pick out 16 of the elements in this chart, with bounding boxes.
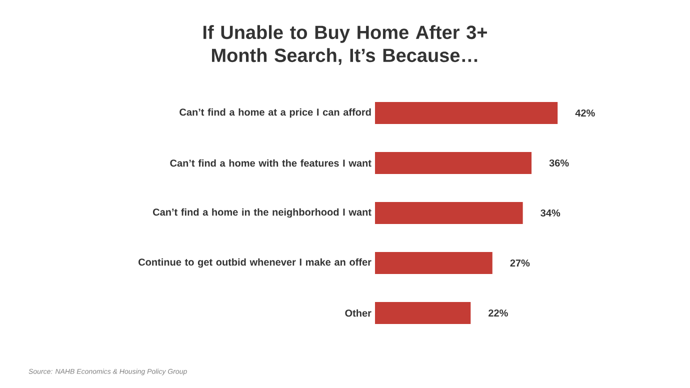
chart-title: If Unable to Buy Home After 3+ Month Search, It’s Because…: [203, 25, 487, 65]
y-tick-label: Can’t find a home in the neighborhood I want: [153, 208, 372, 218]
data-label: 34%: [540, 209, 560, 217]
y-tick-label: Continue to get outbid whenever I make an offer: [138, 258, 372, 268]
data-label: 22%: [488, 309, 508, 317]
data-label: 42%: [575, 109, 595, 117]
bar: [375, 102, 558, 124]
y-tick-label: Can’t find a home at a price I can afford: [180, 108, 371, 118]
data-label: 36%: [549, 159, 569, 167]
bar: [375, 202, 523, 224]
y-tick-label: Other: [345, 309, 372, 317]
y-tick-label: Can’t find a home with the features I want: [170, 159, 372, 167]
data-label: 27%: [510, 259, 530, 267]
bar: [375, 302, 471, 324]
bar: [375, 152, 532, 174]
bar: [375, 252, 492, 274]
